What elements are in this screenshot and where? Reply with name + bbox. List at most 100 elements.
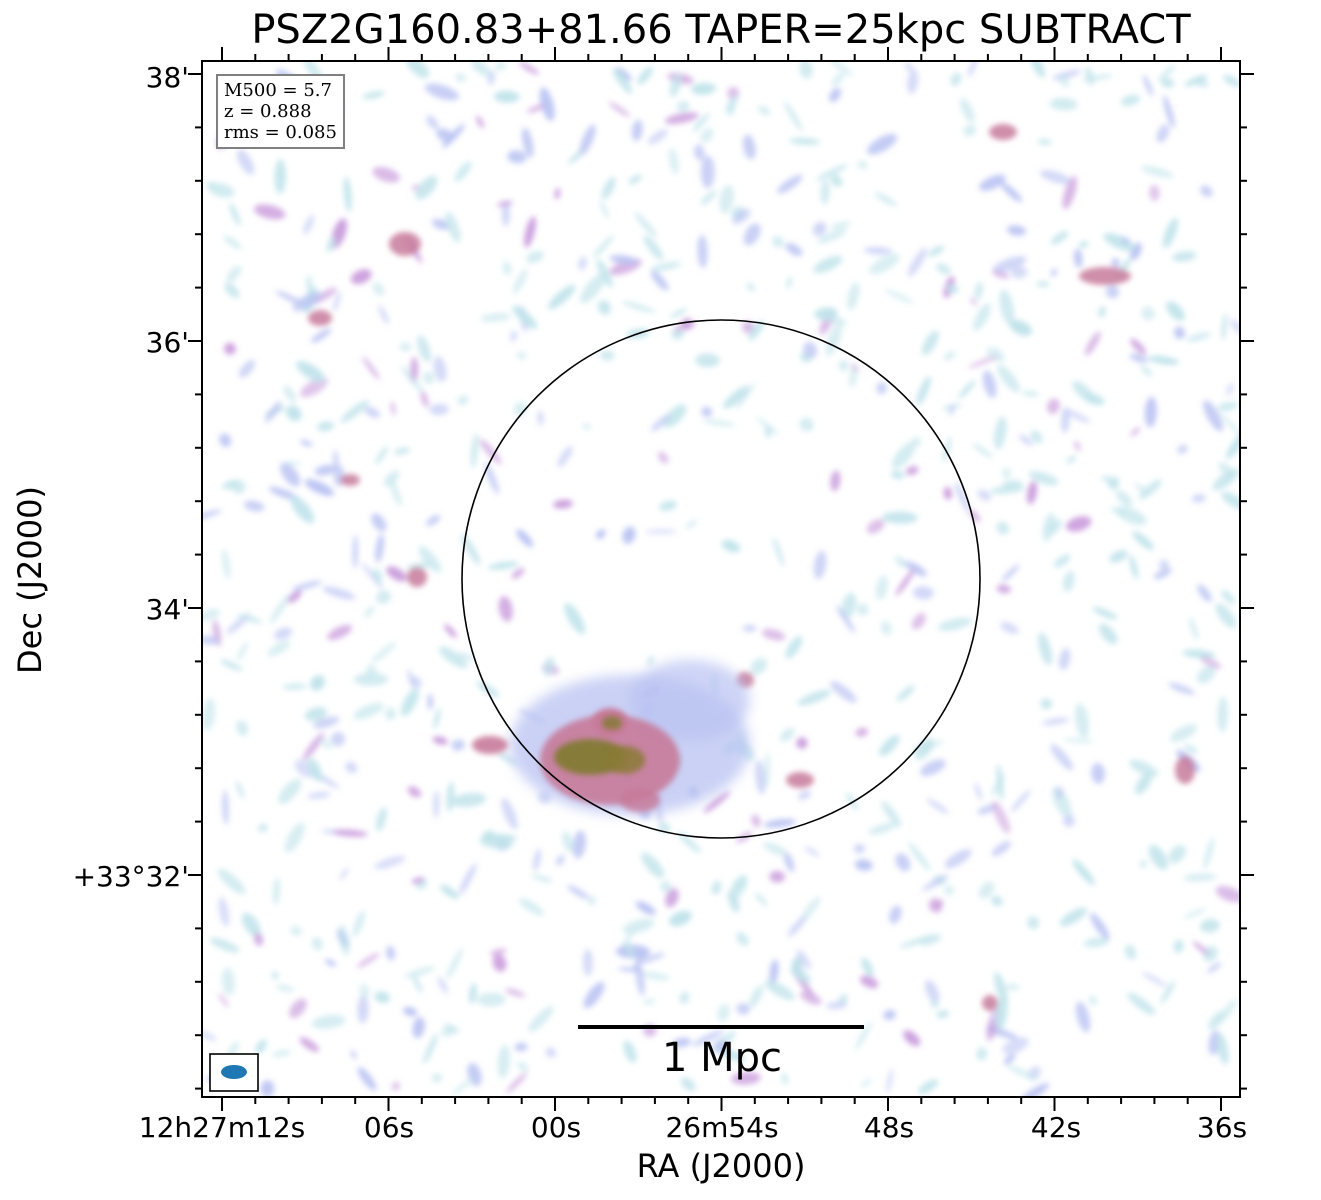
y-tick-label: 38' (145, 61, 189, 94)
noise-blob (372, 568, 383, 584)
noise-blob (637, 67, 654, 85)
noise-blob (764, 752, 770, 788)
noise-blob (440, 884, 459, 899)
noise-blob (258, 823, 268, 833)
noise-blob (1192, 941, 1209, 955)
noise-blob (526, 250, 544, 264)
noise-blob (320, 736, 332, 750)
noise-blob (911, 613, 926, 630)
m500-text: M500 = 5.7 (224, 80, 332, 101)
noise-blob (1158, 64, 1176, 82)
noise-blob (1111, 258, 1120, 268)
noise-blob (424, 83, 459, 101)
noise-blob (371, 513, 387, 532)
noise-blob (1078, 241, 1089, 248)
bright-source (982, 995, 998, 1011)
noise-blob (567, 885, 590, 900)
noise-blob (340, 400, 370, 423)
noise-blob (1161, 78, 1174, 88)
noise-blob (1120, 94, 1141, 106)
noise-blob (616, 67, 632, 81)
noise-blob (1010, 789, 1031, 813)
noise-blob (296, 360, 325, 383)
noise-blob (784, 101, 803, 132)
noise-blob (1036, 281, 1050, 288)
noise-blob (316, 421, 335, 432)
noise-blob (736, 1003, 750, 1015)
noise-blob (455, 73, 466, 83)
noise-blob (922, 874, 949, 892)
noise-blob (974, 282, 984, 301)
noise-blob (1218, 462, 1237, 479)
noise-blob (830, 221, 851, 229)
emission-peak-2 (605, 746, 645, 774)
noise-blob (1065, 409, 1091, 423)
noise-blob (1073, 248, 1083, 268)
noise-blob (641, 852, 665, 878)
noise-blob (1129, 554, 1139, 580)
noise-blob (979, 174, 1006, 191)
noise-blob (1144, 396, 1157, 428)
noise-blob (237, 613, 263, 624)
noise-blob (287, 590, 302, 603)
noise-blob (677, 831, 702, 854)
noise-blob (498, 596, 513, 622)
noise-blob (1203, 945, 1218, 962)
r500-circle (461, 319, 981, 839)
noise-blob (703, 790, 731, 813)
noise-blob (1197, 584, 1212, 603)
noise-blob (881, 620, 892, 636)
noise-blob (1022, 390, 1039, 397)
noise-blob (290, 495, 315, 524)
noise-blob (350, 1050, 357, 1060)
noise-blob (497, 1045, 510, 1079)
redshift-text: z = 0.888 (224, 101, 312, 122)
noise-blob (280, 462, 301, 487)
noise-blob (1173, 939, 1184, 954)
noise-blob (283, 385, 297, 403)
noise-blob (1083, 937, 1110, 948)
noise-blob (338, 924, 350, 956)
noise-blob (1066, 516, 1092, 532)
noise-blob (727, 889, 740, 913)
noise-blob (1000, 621, 1019, 635)
noise-blob (779, 727, 795, 742)
noise-blob (879, 735, 900, 757)
noise-blob (300, 377, 329, 398)
noise-blob (1038, 632, 1053, 666)
noise-blob (1156, 124, 1170, 143)
noise-blob (410, 356, 419, 382)
noise-blob (422, 371, 435, 384)
noise-blob (787, 915, 807, 937)
noise-blob (719, 184, 734, 214)
y-tick-label: +33°32' (72, 860, 189, 893)
noise-blob (736, 932, 749, 946)
noise-blob (701, 406, 713, 417)
noise-blob (903, 1030, 921, 1047)
noise-blob (860, 1078, 872, 1088)
noise-blob (634, 952, 666, 965)
noise-blob (222, 548, 231, 580)
noise-blob (375, 807, 387, 832)
noise-blob (936, 263, 951, 275)
noise-blob (1105, 285, 1120, 299)
noise-blob (919, 933, 942, 946)
noise-blob (418, 546, 442, 573)
noise-blob (650, 270, 669, 291)
noise-blob (493, 90, 520, 103)
noise-blob (359, 984, 370, 999)
noise-blob (437, 976, 449, 994)
noise-blob (1002, 480, 1023, 489)
noise-blob (322, 586, 356, 600)
noise-blob (1026, 481, 1038, 505)
noise-blob (553, 499, 573, 509)
y-tick-label: 34' (145, 593, 189, 626)
noise-blob (458, 863, 477, 895)
noise-blob (763, 818, 796, 828)
noise-blob (441, 1026, 455, 1037)
emission-outskirt (630, 660, 750, 740)
noise-blob (353, 702, 384, 720)
noise-blob (376, 590, 392, 604)
noise-blob (692, 112, 710, 132)
noise-blob (528, 1006, 554, 1033)
